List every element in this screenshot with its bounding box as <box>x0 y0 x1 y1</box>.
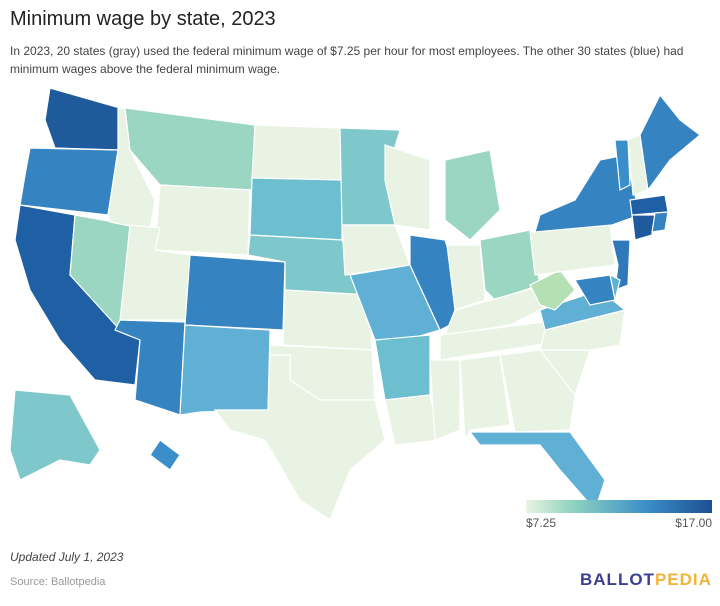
state-wa[interactable] <box>44 87 121 151</box>
state-in[interactable] <box>446 244 486 311</box>
state-ar[interactable] <box>374 334 431 401</box>
state-co[interactable] <box>184 254 286 331</box>
state-ak[interactable] <box>9 389 101 481</box>
state-fl[interactable] <box>468 431 606 512</box>
subtitle: In 2023, 20 states (gray) used the feder… <box>10 44 684 76</box>
state-ct[interactable] <box>631 214 656 241</box>
ballotpedia-logo: BALLOTPEDIA <box>580 570 712 589</box>
state-ga[interactable] <box>499 349 576 433</box>
state-tx[interactable] <box>213 354 386 521</box>
state-ms[interactable] <box>429 359 461 441</box>
source-note: Source: Ballotpedia <box>10 576 106 588</box>
state-nd[interactable] <box>251 124 343 181</box>
state-nm[interactable] <box>179 324 271 416</box>
state-me[interactable] <box>639 93 701 192</box>
state-md[interactable] <box>574 274 616 306</box>
updated-note: Updated July 1, 2023 <box>10 550 124 564</box>
state-ri[interactable] <box>651 211 669 233</box>
legend-min-label: $7.25 <box>526 516 557 530</box>
state-wi[interactable] <box>384 144 431 231</box>
state-al[interactable] <box>459 354 511 443</box>
state-wy[interactable] <box>154 184 251 256</box>
state-ky[interactable] <box>444 284 562 336</box>
state-or[interactable] <box>19 147 119 216</box>
state-sd[interactable] <box>249 177 343 241</box>
legend-max-label: $17.00 <box>675 516 712 530</box>
state-nj[interactable] <box>611 239 631 291</box>
state-pa[interactable] <box>529 224 616 276</box>
state-la[interactable] <box>384 394 441 446</box>
state-vt[interactable] <box>614 139 631 191</box>
state-mi[interactable] <box>444 149 501 241</box>
legend-gradient-bar <box>526 500 712 513</box>
color-legend: $7.25 $17.00 <box>526 500 712 530</box>
state-hi[interactable] <box>149 439 181 471</box>
page-title: Minimum wage by state, 2023 <box>10 8 276 30</box>
